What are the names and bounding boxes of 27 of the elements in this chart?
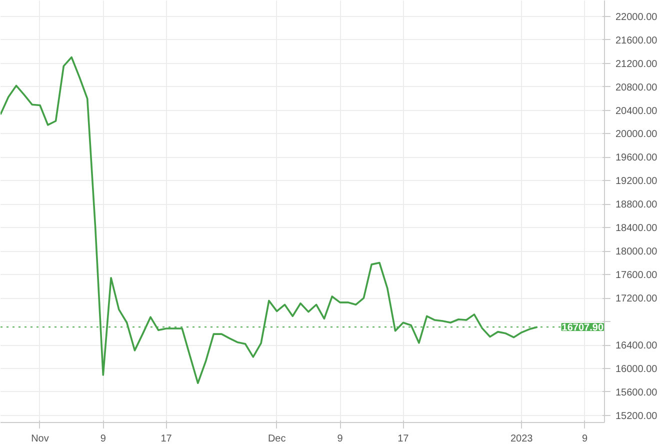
line-series bbox=[0, 56, 538, 384]
y-tick-label: 22000.00 bbox=[616, 12, 658, 23]
y-tick-label: 19200.00 bbox=[616, 176, 658, 188]
y-tick-label: 20400.00 bbox=[616, 106, 658, 117]
x-tick-label: 9 bbox=[337, 434, 344, 444]
y-tick-label: 16400.00 bbox=[616, 340, 658, 352]
y-tick-label: 15600.00 bbox=[616, 387, 658, 398]
x-tick-label: Nov bbox=[31, 434, 49, 444]
y-tick-label: 17200.00 bbox=[616, 294, 658, 305]
x-tick-label: Dec bbox=[268, 434, 286, 444]
y-tick-label: 19600.00 bbox=[616, 152, 658, 164]
x-tick-label: 2023 bbox=[510, 434, 534, 444]
y-tick-label: 20800.00 bbox=[616, 82, 658, 94]
y-tick-label: 18400.00 bbox=[616, 223, 658, 234]
y-tick-label: 16000.00 bbox=[616, 364, 658, 376]
y-tick-label: 15200.00 bbox=[616, 410, 658, 422]
ref-line-label: 16707.90 bbox=[562, 322, 604, 334]
y-tick-label: 18800.00 bbox=[616, 200, 658, 211]
x-tick-label: 17 bbox=[160, 434, 172, 444]
y-tick-label: 18000.00 bbox=[616, 246, 658, 258]
y-tick-label: 20000.00 bbox=[616, 129, 658, 140]
y-tick-label: 21600.00 bbox=[616, 35, 658, 46]
x-tick-label: 9 bbox=[100, 434, 106, 444]
x-tick-label: 17 bbox=[398, 434, 410, 444]
x-tick-label: 9 bbox=[582, 434, 588, 444]
y-tick-label: 21200.00 bbox=[616, 58, 658, 70]
y-tick-label: 17600.00 bbox=[616, 270, 658, 282]
